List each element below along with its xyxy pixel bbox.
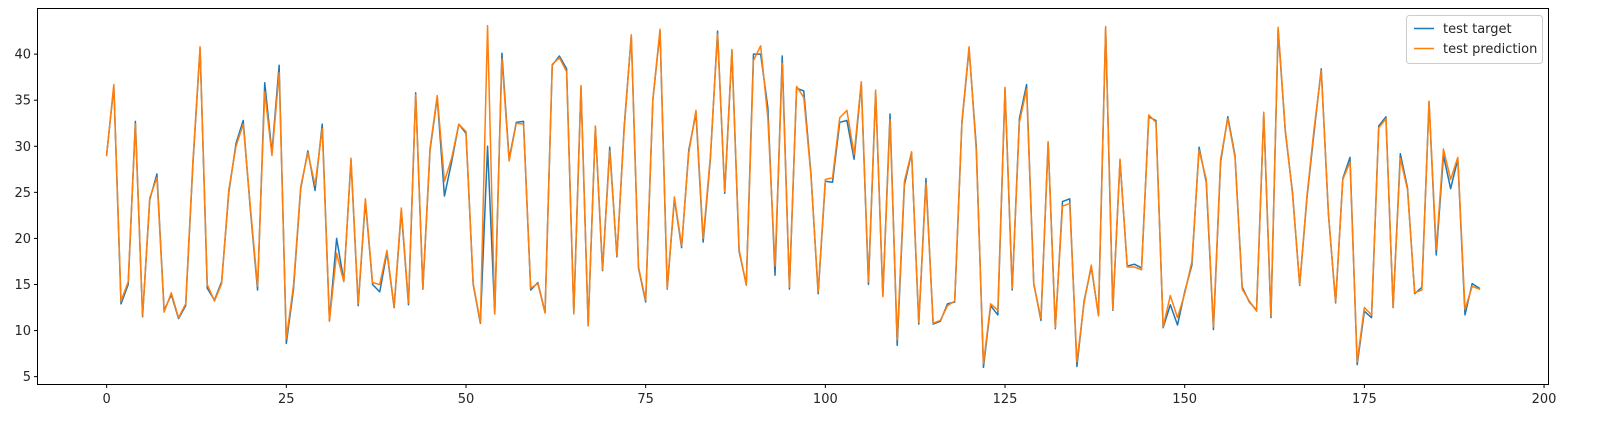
x-tick-label: 0 (102, 392, 110, 407)
x-tick-label: 50 (458, 392, 475, 407)
series-layer (105, 24, 1481, 369)
y-tick-label: 5 (23, 370, 31, 385)
y-tick-label: 30 (14, 140, 31, 155)
x-tick-label: 200 (1532, 392, 1557, 407)
axes-frame (37, 8, 1549, 385)
x-tick-label: 175 (1352, 392, 1377, 407)
x-tick-label: 100 (813, 392, 838, 407)
legend-label-test-prediction: test prediction (1443, 42, 1537, 57)
legend-label-test-target: test target (1443, 22, 1512, 37)
series-line-test-prediction (105, 24, 1481, 365)
y-axis: 5 10 15 20 25 30 35 40 (14, 48, 38, 385)
x-tick-label: 125 (993, 392, 1018, 407)
y-tick-label: 25 (14, 186, 31, 201)
y-tick-label: 40 (14, 48, 31, 63)
x-tick-label: 75 (637, 392, 654, 407)
x-axis: 0 25 50 75 100 125 150 175 200 (102, 384, 1556, 407)
plot-area-border (37, 8, 1549, 385)
x-tick-label: 25 (278, 392, 295, 407)
y-tick-label: 15 (14, 278, 31, 293)
y-tick-label: 35 (14, 94, 31, 109)
y-tick-label: 20 (14, 232, 31, 247)
legend: test target test prediction (1406, 15, 1543, 64)
x-tick-label: 150 (1172, 392, 1197, 407)
y-tick-label: 10 (14, 324, 31, 339)
legend-box (1406, 15, 1543, 64)
